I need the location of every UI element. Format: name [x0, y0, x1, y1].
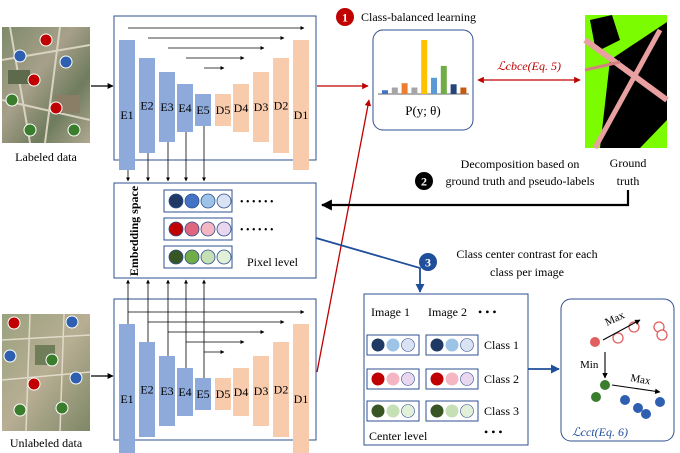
probability-label: P(y; θ)	[405, 103, 440, 118]
histogram-bar	[440, 65, 447, 94]
step-2-text-2: ground truth and pseudo-labels	[446, 174, 595, 188]
histogram-bar	[431, 77, 437, 94]
cct-points	[590, 321, 668, 419]
embedding-dots-row1: • • • • • •	[240, 197, 274, 208]
encoder-block	[139, 342, 155, 437]
step-3-badge	[419, 253, 437, 271]
step-1-badge	[336, 8, 354, 26]
labeled-image	[1, 26, 91, 144]
histogram-bar	[382, 90, 388, 94]
encoder-label: E4	[178, 385, 191, 399]
max-label-bottom: Max	[629, 372, 651, 387]
pixel-level-label: Pixel level	[247, 255, 299, 269]
min-label: Min	[580, 359, 599, 371]
encoder-block	[159, 72, 175, 142]
class-histogram	[382, 40, 467, 94]
decoder-block	[233, 84, 249, 132]
encoder-label: E1	[120, 108, 133, 122]
image-more-dots: • • •	[478, 305, 497, 319]
decoder-block	[215, 378, 231, 410]
ground-truth-label-1: Ground	[610, 156, 647, 170]
class-1-label: Class 1	[484, 338, 519, 352]
step-2-text-1: Decomposition based on	[461, 157, 580, 171]
encoder-block	[139, 58, 155, 153]
unlabeled-output-arrow	[316, 99, 372, 373]
class-2-label: Class 2	[484, 372, 519, 386]
encoder-block	[195, 94, 211, 126]
histogram-bar	[460, 87, 467, 94]
decoder-block	[293, 324, 309, 453]
step-2-badge	[415, 172, 433, 190]
decoder-block	[273, 342, 289, 437]
decoder-block	[293, 40, 309, 170]
step-1-number: 1	[342, 11, 348, 25]
encoder-label: E1	[120, 392, 133, 406]
ground-truth-image	[583, 15, 669, 150]
encoder-label: E2	[140, 99, 153, 113]
decoder-block	[233, 368, 249, 416]
labeled-network: E1 E2 E3 E4 E5 D5 D4 D3 D2 D1	[119, 26, 309, 182]
histogram-bar	[401, 83, 408, 94]
decoder-label: D4	[234, 101, 249, 115]
decoder-label: D2	[274, 383, 289, 397]
encoder-block	[177, 368, 193, 416]
max-arrow-top	[602, 319, 641, 341]
center-contrast-arrow	[315, 237, 425, 293]
encoder-label: E4	[178, 101, 191, 115]
encoder-label: E3	[160, 100, 173, 114]
center-level-label: Center level	[369, 429, 428, 443]
decoder-label: D3	[254, 100, 269, 114]
class-3-label: Class 3	[484, 404, 519, 418]
decoder-label: D1	[294, 108, 309, 122]
step-1-text: Class-balanced learning	[361, 10, 476, 24]
class-more-dots: • • •	[484, 425, 503, 439]
histogram-bar	[391, 87, 398, 94]
max-arrow-bottom	[611, 384, 661, 395]
encoder-block	[159, 356, 175, 426]
encoder-block	[119, 40, 135, 170]
labeled-data-label: Labeled data	[15, 150, 77, 164]
center-rows	[366, 334, 479, 422]
step-3-number: 3	[425, 256, 431, 270]
encoder-block	[119, 324, 135, 453]
image-1-label: Image 1	[371, 305, 410, 319]
decoder-block	[273, 58, 289, 153]
decoder-block	[253, 72, 269, 142]
image-2-label: Image 2	[428, 305, 467, 319]
decoder-label: D5	[216, 103, 231, 117]
unlabeled-network: E1 E2 E3 E4 E5 D5 D4 D3 D2 D1	[119, 279, 309, 453]
embedding-dots-row2: • • • • • •	[240, 225, 274, 236]
step-3-text-1: Class center contrast for each	[456, 247, 597, 261]
histogram-bar	[421, 40, 428, 94]
decoder-label: D1	[294, 392, 309, 406]
step-3-text-2: class per image	[490, 265, 564, 279]
ground-truth-label-2: truth	[617, 174, 640, 188]
loss-cct-label: ℒcct(Eq. 6)	[572, 425, 628, 439]
decoder-block	[215, 94, 231, 126]
embedding-rows	[163, 189, 233, 269]
encoder-block	[177, 84, 193, 132]
encoder-label: E5	[196, 387, 209, 401]
encoder-label: E2	[140, 383, 153, 397]
unlabeled-image	[1, 313, 91, 432]
embedding-space-label: Embedding space	[127, 185, 141, 276]
loss-cbce-label: ℒcbce(Eq. 5)	[497, 59, 561, 73]
step-2-number: 2	[421, 175, 427, 189]
decoder-block	[253, 356, 269, 426]
decoder-label: D4	[234, 385, 249, 399]
decoder-label: D5	[216, 387, 231, 401]
decoder-label: D3	[254, 384, 269, 398]
histogram-bar	[450, 84, 457, 94]
decomposition-arrow	[320, 190, 630, 211]
encoder-label: E3	[160, 384, 173, 398]
encoder-block	[195, 378, 211, 410]
cct-box	[560, 298, 675, 442]
encoder-label: E5	[196, 103, 209, 117]
unlabeled-data-label: Unlabeled data	[10, 436, 83, 450]
decoder-label: D2	[274, 99, 289, 113]
histogram-bar	[411, 87, 418, 94]
